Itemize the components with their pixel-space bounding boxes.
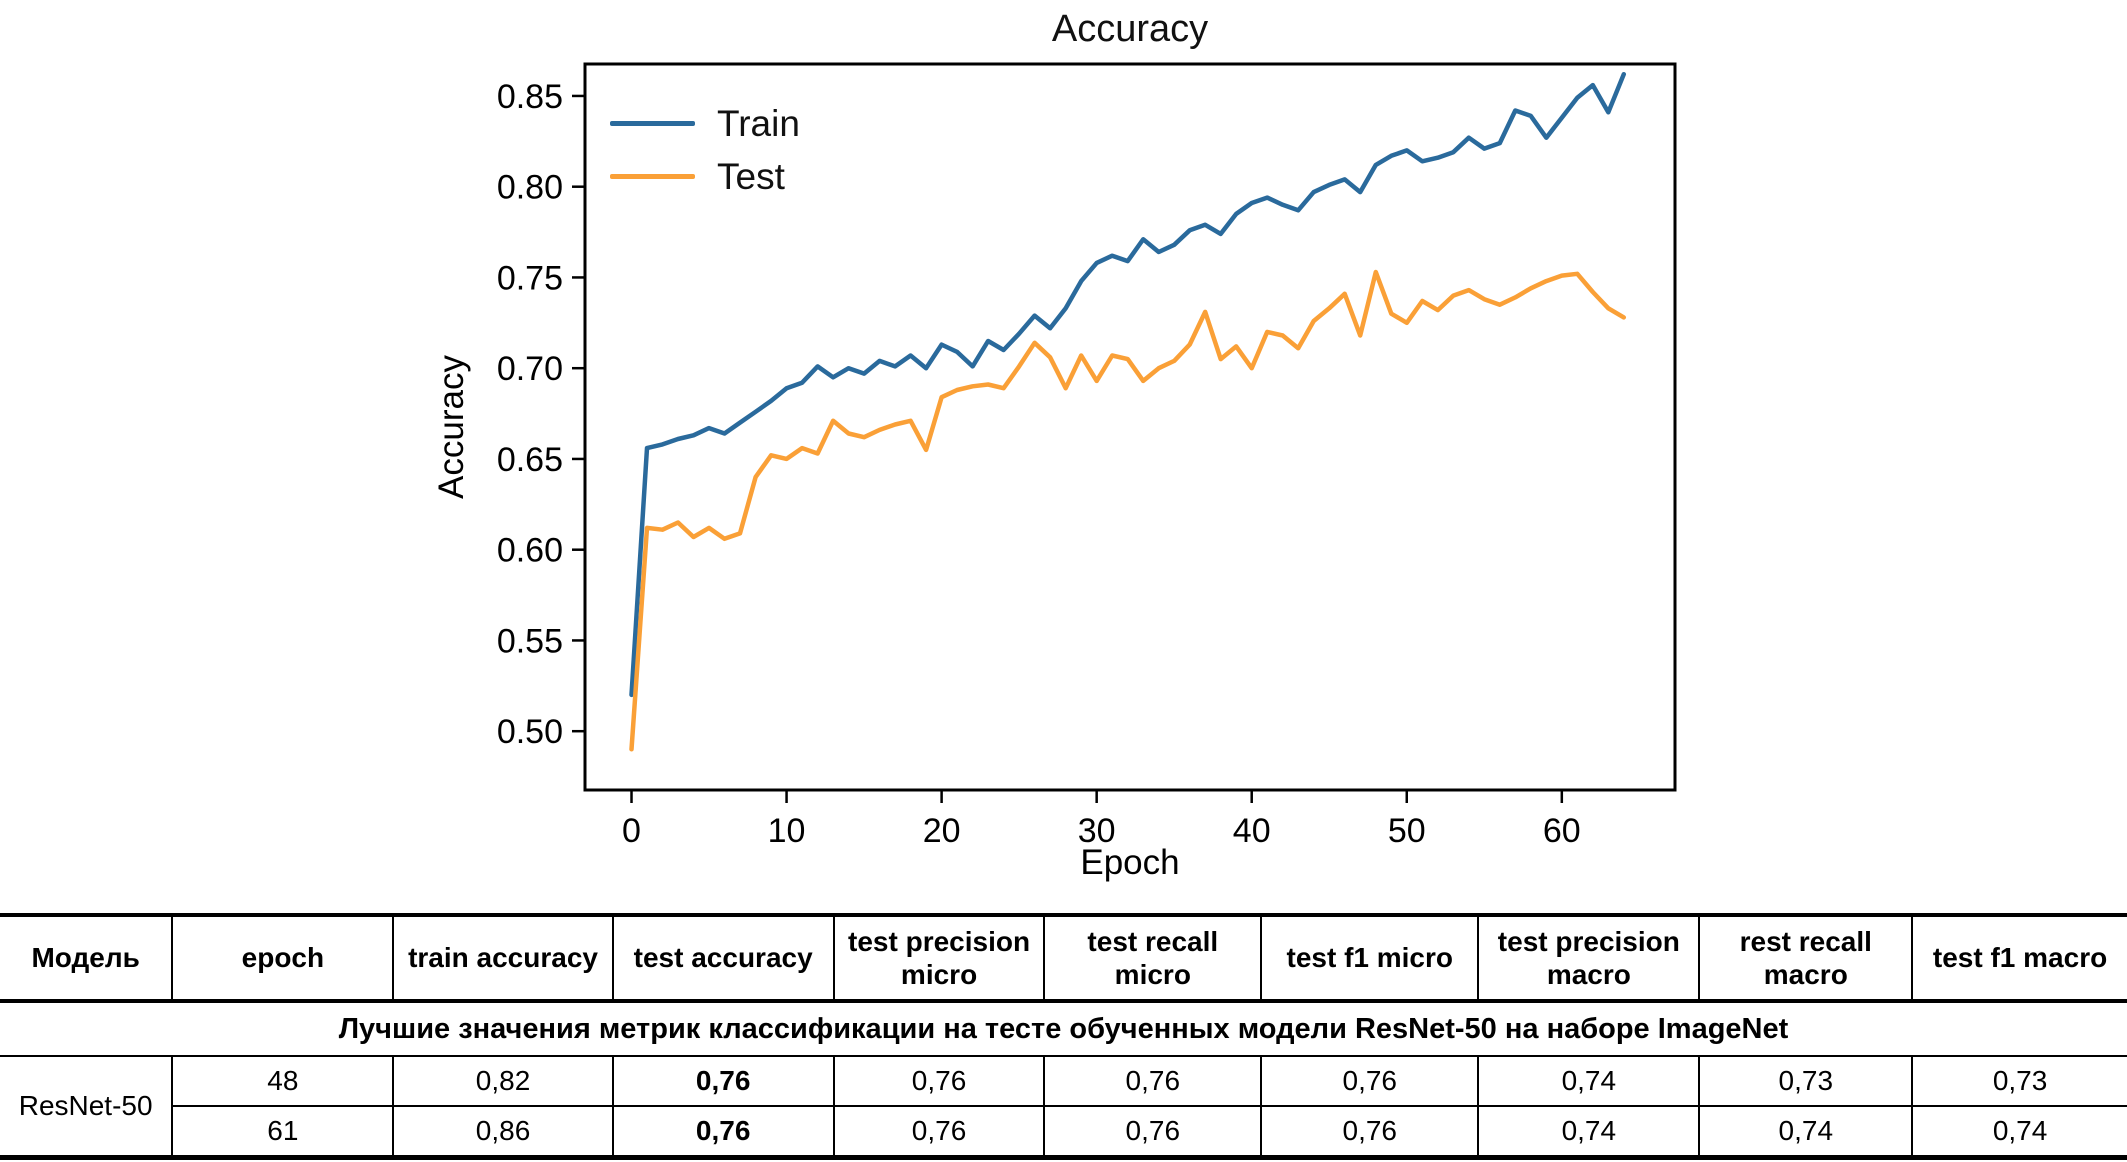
x-tick-label: 10 (768, 812, 806, 850)
y-tick-label: 0.55 (497, 622, 563, 660)
chart-legend: Train Test (610, 100, 800, 200)
x-tick-label: 40 (1233, 812, 1271, 850)
col-header-test-f1-macro: test f1 macro (1912, 915, 2127, 1003)
metrics-table: Лучшие значения метрик классификации на … (0, 913, 2127, 1160)
table-title: Лучшие значения метрик классификации на … (0, 1001, 2127, 1057)
cell-test-f1-micro: 0,76 (1261, 1056, 1480, 1107)
cell-test-recall-micro: 0,76 (1044, 1056, 1263, 1107)
legend-test-label: Test (717, 156, 785, 197)
cell-test-precision-macro: 0,74 (1478, 1106, 1701, 1158)
col-header-test-precision-macro: test precision macro (1478, 915, 1701, 1003)
col-header-test-recall-micro: test recall micro (1044, 915, 1263, 1003)
legend-entry-train: Train (610, 100, 800, 147)
cell-test-recall-micro: 0,76 (1044, 1106, 1263, 1158)
y-tick-label: 0.85 (497, 78, 563, 116)
legend-entry-test: Test (610, 153, 800, 200)
test-line-swatch (610, 174, 695, 179)
cell-test-f1-macro: 0,73 (1912, 1056, 2127, 1107)
cell-test-f1-macro: 0,74 (1992, 1115, 2048, 1146)
y-tick-label: 0.80 (497, 169, 563, 207)
cell-epoch: 61 (172, 1106, 395, 1158)
cell-test-f1-micro: 0,76 (1261, 1106, 1480, 1158)
model-name-cell: ResNet-50 (0, 1056, 174, 1159)
table-title-row: Лучшие значения метрик классификации на … (0, 1001, 2127, 1057)
cell-train-accuracy: 0,82 (393, 1056, 614, 1107)
legend-train-label: Train (717, 103, 800, 144)
x-axis-label: Epoch (1080, 843, 1180, 882)
x-tick-label: 0 (622, 812, 641, 850)
cell-test-precision-macro: 0,74 (1478, 1056, 1701, 1107)
col-header-rest-recall-macro: rest recall macro (1699, 915, 1914, 1003)
col-header-model: Модель (0, 915, 174, 1003)
cell-rest-recall-macro: 0,74 (1699, 1106, 1914, 1158)
col-header-train-accuracy: train accuracy (393, 915, 614, 1003)
cell-epoch: 48 (172, 1056, 395, 1107)
x-tick-label: 60 (1543, 812, 1581, 850)
cell-test-precision-micro: 0,76 (833, 1106, 1046, 1158)
cell-train-accuracy: 0,86 (393, 1106, 614, 1158)
y-tick-label: 0.70 (497, 350, 563, 388)
train-line (629, 71, 1627, 698)
table-row: ResNet-50 48 0,82 0,76 0,76 0,76 0,76 0,… (0, 1056, 2127, 1159)
test-line (629, 269, 1627, 752)
plot-border (583, 62, 1677, 792)
x-tick-label: 30 (1078, 812, 1116, 850)
table-header-row: Модель epoch train accuracy test accurac… (0, 915, 2127, 1003)
col-header-epoch: epoch (172, 915, 395, 1003)
accuracy-chart: 0.50 0.55 0.60 0.65 0.70 0.75 0.80 0.85 0 10 20 30 4… (497, 62, 1677, 850)
cell-test-precision-micro: 0,76 (833, 1056, 1046, 1107)
x-tick-label: 20 (923, 812, 961, 850)
cell-test-accuracy: 0,76 (612, 1056, 835, 1107)
chart-title: Accuracy (1051, 8, 1209, 50)
col-header-test-f1-micro: test f1 micro (1261, 915, 1480, 1003)
col-header-test-precision-micro: test precision micro (833, 915, 1046, 1003)
y-tick-label: 0.60 (497, 532, 563, 570)
cell-test-accuracy: 0,76 (612, 1106, 835, 1158)
y-tick-label: 0.65 (497, 441, 563, 479)
accuracy-figure: Accuracy Accuracy 0.50 0.55 0.60 0.65 0.70 0.… (432, 8, 1677, 882)
col-header-test-accuracy: test accuracy (612, 915, 835, 1003)
table-row: 61 0,86 0,76 0,76 0,76 0,76 0,74 0,74 0,… (0, 1106, 2127, 1158)
cell-rest-recall-macro: 0,73 (1699, 1056, 1914, 1107)
x-tick-label: 50 (1388, 812, 1426, 850)
y-tick-label: 0.75 (497, 259, 563, 297)
train-line-swatch (610, 121, 695, 126)
y-tick-label: 0.50 (497, 713, 563, 751)
